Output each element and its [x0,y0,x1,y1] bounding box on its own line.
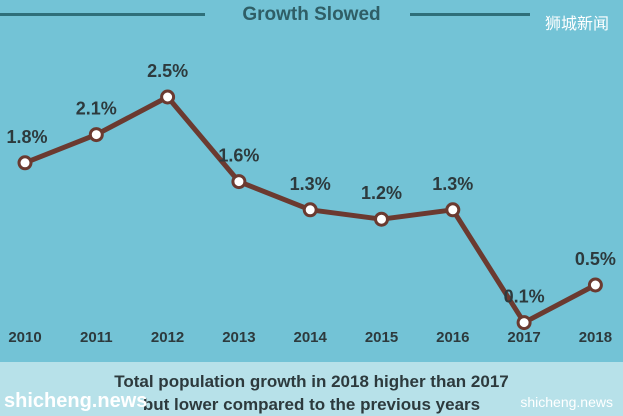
caption-line-1: Total population growth in 2018 higher t… [114,372,509,391]
data-point-2013 [231,174,247,190]
data-point-2018 [587,277,603,293]
data-label-2013: 1.6% [218,146,259,166]
watermark-bottom-right: shicheng.news [520,394,613,410]
x-tick-label-2014: 2014 [294,329,328,346]
data-point-2010 [17,155,33,171]
caption-line-2: but lower compared to the previous years [142,395,481,414]
x-tick-label-2016: 2016 [436,329,469,346]
data-label-2015: 1.2% [361,183,402,203]
data-point-2011 [88,127,104,143]
x-tick-label-2018: 2018 [579,329,612,346]
data-label-2014: 1.3% [290,174,331,194]
x-tick-label-2017: 2017 [507,329,540,346]
x-tick-label-2013: 2013 [222,329,255,346]
data-label-2012: 2.5% [147,61,188,81]
watermark-top-right: 狮城新闻 [544,14,609,33]
line-chart: 1.8% 2.1% 2.5% 1.6% 1.3% 1.2% 1.3% 0.1% 0.5% 2010… [6,61,616,346]
data-point-2017 [516,315,532,331]
title-rule-left [0,13,205,16]
x-tick-label-2012: 2012 [151,329,184,346]
watermark-bottom-left: shicheng.news [4,390,148,412]
data-label-2010: 1.8% [6,127,47,147]
x-tick-label-2011: 2011 [80,329,113,346]
data-point-2012 [160,89,176,105]
title-rule-right [410,13,530,16]
data-label-2011: 2.1% [76,99,117,119]
x-tick-label-2010: 2010 [8,329,41,346]
data-point-2015 [374,211,389,227]
data-label-2017: 0.1% [504,287,545,307]
x-tick-label-2015: 2015 [365,329,398,346]
data-label-2018: 0.5% [575,249,616,269]
data-label-2016: 1.3% [432,174,473,194]
caption-band [0,362,623,416]
data-point-2014 [302,202,318,218]
data-point-2016 [445,202,461,218]
chart-title: Growth Slowed [242,4,381,25]
